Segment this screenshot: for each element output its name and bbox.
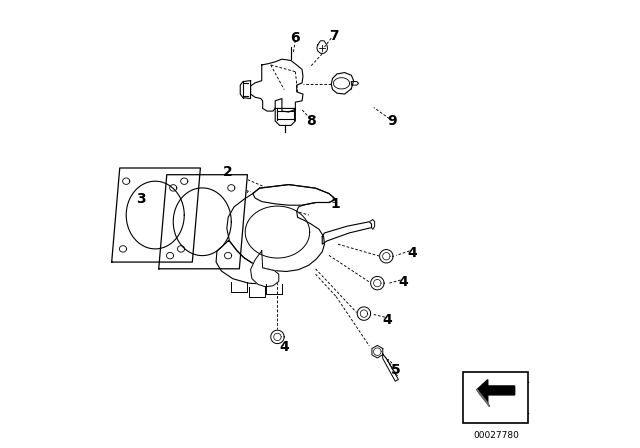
Text: 4: 4 [279,340,289,354]
Text: 5: 5 [391,362,401,377]
Polygon shape [251,59,303,112]
Polygon shape [477,390,490,407]
Polygon shape [271,330,284,344]
Polygon shape [371,276,384,290]
Text: 6: 6 [291,31,300,45]
Text: 8: 8 [306,114,316,128]
Polygon shape [227,185,336,271]
Polygon shape [317,41,328,53]
Text: 3: 3 [136,192,146,207]
Text: 4: 4 [398,275,408,289]
Polygon shape [240,81,251,99]
Polygon shape [323,222,371,244]
Polygon shape [216,241,275,284]
Polygon shape [372,345,383,358]
Bar [463,372,528,423]
Text: 4: 4 [407,246,417,260]
Polygon shape [159,175,248,269]
Text: 00027780: 00027780 [473,431,519,440]
Polygon shape [253,185,336,205]
Text: 4: 4 [382,313,392,327]
Polygon shape [112,168,200,262]
Polygon shape [477,380,515,403]
Text: 7: 7 [328,29,339,43]
Text: 9: 9 [387,114,397,128]
Polygon shape [380,250,393,263]
Polygon shape [275,108,296,125]
Text: 1: 1 [331,197,340,211]
Text: 2: 2 [223,165,233,180]
Polygon shape [332,73,353,94]
Polygon shape [357,307,371,320]
Polygon shape [251,251,279,287]
